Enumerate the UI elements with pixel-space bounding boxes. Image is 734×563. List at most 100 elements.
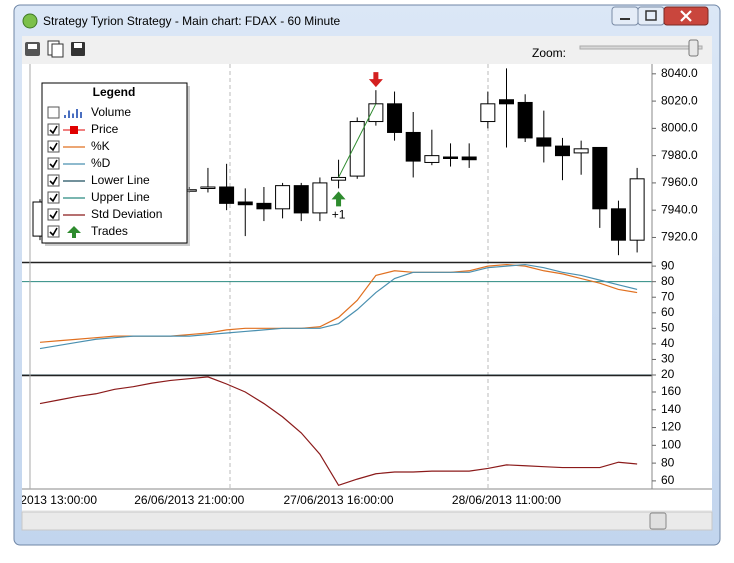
y-tick-label: 160 <box>661 384 681 398</box>
y-tick-label: 80 <box>661 455 675 469</box>
maximize-button[interactable] <box>637 6 665 26</box>
sell-arrow <box>368 72 383 88</box>
candle-body <box>256 202 272 210</box>
legend-checkbox[interactable] <box>47 123 60 136</box>
window-buttons <box>611 6 709 26</box>
candle-body <box>312 182 328 214</box>
candle-body <box>200 186 216 189</box>
legend-label: Price <box>91 122 119 136</box>
y-tick-label: 80 <box>661 274 675 288</box>
candle-body <box>237 201 253 206</box>
candle-body <box>349 121 365 177</box>
legend-checkbox[interactable] <box>47 140 60 153</box>
print-glyph <box>28 44 37 49</box>
y-tick-label: 8000.0 <box>661 121 698 135</box>
scroll-track[interactable] <box>21 511 713 531</box>
legend-box <box>41 82 188 244</box>
y-tick-label: 70 <box>661 289 675 303</box>
minimize-button[interactable] <box>611 6 639 26</box>
legend-checkbox[interactable] <box>47 174 60 187</box>
y-tick-label: 8040.0 <box>661 66 698 80</box>
legend-checkbox[interactable] <box>47 191 60 204</box>
legend-swatch <box>64 115 66 118</box>
legend: Legend Volume Price %K %D Lower Line Upper Li… <box>41 82 190 246</box>
legend-swatch <box>67 226 81 238</box>
legend-label: Trades <box>91 224 128 238</box>
legend-checkbox[interactable] <box>47 157 60 170</box>
legend-check <box>49 227 58 237</box>
candle-body <box>219 186 235 204</box>
y-tick-label: 60 <box>661 305 675 319</box>
candle-body <box>405 131 421 162</box>
y-tick-label: 140 <box>661 402 681 416</box>
x-tick-label: 27/06/2013 16:00:00 <box>284 493 394 507</box>
scrollbar <box>21 511 713 531</box>
candle-body <box>517 101 533 139</box>
legend-check <box>49 125 58 135</box>
window-title: Strategy Tyrion Strategy - Main chart: F… <box>43 14 341 28</box>
maximize-glyph <box>645 10 657 21</box>
x-tick-label: 2013 13:00:00 <box>20 493 97 507</box>
legend-title: Legend <box>93 85 136 99</box>
candle-body <box>275 185 291 210</box>
trade-label: +1 <box>332 208 346 222</box>
legend-swatch <box>80 112 82 118</box>
legend-check <box>49 159 58 169</box>
x-tick-label: 28/06/2013 11:00:00 <box>452 493 562 507</box>
trade-line <box>338 103 377 178</box>
y-tick-label: 8020.0 <box>661 93 698 107</box>
buy-arrow <box>331 191 346 207</box>
x-tick-label: 26/06/2013 21:00:00 <box>134 493 244 507</box>
legend-swatch <box>76 109 78 118</box>
candle-body <box>629 178 645 241</box>
legend-label: %D <box>91 156 111 170</box>
y-tick-label: 120 <box>661 420 681 434</box>
y-tick-label: 90 <box>661 258 675 272</box>
legend-label: Upper Line <box>91 190 150 204</box>
indicator-line <box>39 263 638 350</box>
axes: 8040.0 8020.0 8000.0 7980.0 7960.0 7940.0 7920… <box>652 66 698 487</box>
save-glyph <box>74 43 82 48</box>
zoom-track[interactable] <box>579 45 703 50</box>
candle-body <box>293 185 309 214</box>
y-tick-label: 100 <box>661 438 681 452</box>
candle-body <box>461 156 477 161</box>
candle-body <box>536 137 552 147</box>
candle-body <box>443 156 459 159</box>
candle-body <box>554 145 570 157</box>
candle-body <box>592 146 608 210</box>
y-tick-label: 40 <box>661 336 675 350</box>
legend-check <box>49 142 58 152</box>
legend-check <box>49 176 58 186</box>
y-tick-label: 7940.0 <box>661 202 698 216</box>
candle-body <box>610 208 626 241</box>
toolbar: Zoom: <box>25 39 703 60</box>
copy-glyph <box>51 43 64 58</box>
app-icon <box>22 13 38 29</box>
legend-swatch <box>70 126 78 134</box>
zoom-label: Zoom: <box>532 46 566 60</box>
candle-body <box>387 103 403 133</box>
candle-body <box>480 103 496 123</box>
legend-checkbox[interactable] <box>47 208 60 221</box>
legend-label: Lower Line <box>91 173 150 187</box>
scroll-thumb[interactable] <box>649 512 667 530</box>
legend-label: %K <box>91 139 110 153</box>
legend-check <box>49 193 58 203</box>
candle-body <box>331 176 347 181</box>
y-tick-label: 20 <box>661 367 675 381</box>
indicator-line <box>39 376 638 487</box>
zoom-thumb[interactable] <box>688 39 699 57</box>
candle-body <box>424 155 440 163</box>
legend-checkbox[interactable] <box>47 225 60 238</box>
y-tick-label: 50 <box>661 321 675 335</box>
legend-label: Volume <box>91 105 131 119</box>
y-tick-label: 7920.0 <box>661 230 698 244</box>
legend-check <box>49 210 58 220</box>
y-tick-label: 7960.0 <box>661 175 698 189</box>
legend-checkbox[interactable] <box>47 106 60 119</box>
y-tick-label: 30 <box>661 352 675 366</box>
close-glyph <box>680 10 692 22</box>
